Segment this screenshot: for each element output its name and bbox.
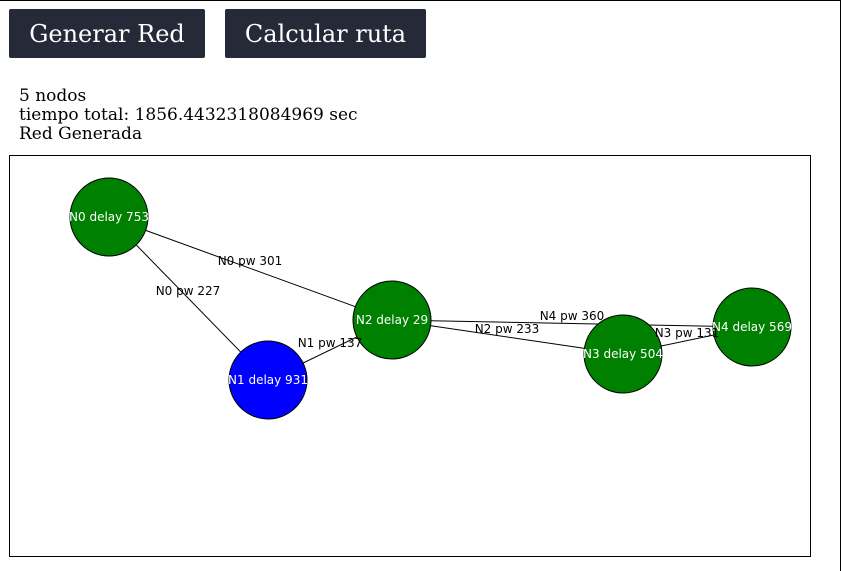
node-circle-N3[interactable] — [583, 314, 663, 394]
node-circle-N4[interactable] — [712, 287, 792, 367]
generate-network-button[interactable]: Generar Red — [9, 9, 205, 58]
node-circle-N1[interactable] — [228, 340, 308, 420]
edge-label-N1-N2: N1 pw 137 — [298, 336, 363, 350]
node-circle-N0[interactable] — [69, 177, 149, 257]
status-text: Red Generada — [19, 124, 143, 144]
node-label-N0: N0 delay 753 — [69, 210, 149, 224]
info-panel: 5 nodos tiempo total: 1856.4432318084969… — [19, 87, 358, 144]
node-label-N2: N2 delay 29 — [356, 313, 428, 327]
node-label-N4: N4 delay 569 — [712, 320, 792, 334]
node-count-text: 5 nodos — [19, 86, 87, 106]
node-N0[interactable]: N0 delay 753 — [69, 177, 149, 257]
edge-label-N0-N2: N0 pw 301 — [218, 254, 283, 268]
edge-N2-N4 — [391, 319, 753, 328]
calculate-route-button[interactable]: Calcular ruta — [225, 9, 426, 58]
node-N2[interactable]: N2 delay 29 — [352, 280, 432, 360]
total-time-text: tiempo total: 1856.4432318084969 sec — [19, 105, 358, 125]
node-N4[interactable]: N4 delay 569 — [712, 287, 792, 367]
edge-label-N2-N4: N4 pw 360 — [540, 309, 605, 323]
network-graph: N0 delay 753 N1 delay 931 N2 delay 29 N3 de… — [69, 177, 792, 420]
edge-label-N3-N4: N3 pw 131 — [655, 326, 720, 340]
node-label-N3: N3 delay 504 — [583, 347, 663, 361]
top-border — [0, 0, 841, 1]
node-N1[interactable]: N1 delay 931 — [228, 340, 308, 420]
edge-label-N0-N1: N0 pw 227 — [156, 284, 221, 298]
node-N3[interactable]: N3 delay 504 — [583, 314, 663, 394]
edge-label-N2-N3: N2 pw 233 — [475, 322, 540, 336]
edge-N0-N2 — [108, 216, 393, 321]
network-canvas[interactable]: N0 delay 753 N1 delay 931 N2 delay 29 N3 de… — [9, 155, 811, 557]
node-circle-N2[interactable] — [352, 280, 432, 360]
node-label-N1: N1 delay 931 — [228, 373, 308, 387]
